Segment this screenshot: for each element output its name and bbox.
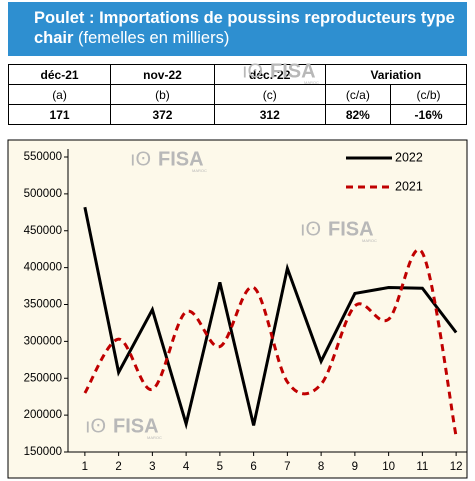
cell: nov-22 xyxy=(110,64,215,85)
x-tick-label: 8 xyxy=(318,461,324,473)
title: Poulet : Importations de poussins reprod… xyxy=(8,2,467,56)
watermark: FISA xyxy=(328,218,374,240)
cell: (c/a) xyxy=(324,84,392,105)
cell: 372 xyxy=(110,104,215,125)
y-tick-label: 200000 xyxy=(24,409,62,421)
x-tick-label: 3 xyxy=(149,461,155,473)
legend-label: 2022 xyxy=(395,150,423,164)
y-tick-label: 400000 xyxy=(24,262,62,274)
y-tick-label: 250000 xyxy=(24,372,62,384)
watermark-sub: MAROC xyxy=(147,435,162,440)
x-tick-label: 7 xyxy=(284,461,290,473)
y-tick-label: 500000 xyxy=(24,188,62,200)
cell: -16% xyxy=(390,104,467,125)
x-tick-label: 9 xyxy=(352,461,358,473)
watermark-sub: MAROC xyxy=(362,238,377,243)
y-tick-label: 550000 xyxy=(24,151,62,163)
summary-table: déc-21 nov-22 déc.-22 Variation (a) (b) (c) (c… xyxy=(7,64,468,125)
x-tick-label: 2 xyxy=(115,461,121,473)
y-tick-label: 350000 xyxy=(24,299,62,311)
y-tick-label: 450000 xyxy=(24,225,62,237)
title-rest: (femelles en milliers) xyxy=(78,29,230,47)
x-tick-label: 12 xyxy=(450,461,463,473)
y-tick-label: 150000 xyxy=(24,446,62,458)
watermark: FISA xyxy=(158,148,204,170)
cell: déc-21 xyxy=(7,64,112,85)
x-tick-label: 6 xyxy=(250,461,256,473)
x-tick-label: 4 xyxy=(183,461,190,473)
cell: déc.-22 xyxy=(213,64,326,85)
x-tick-label: 5 xyxy=(217,461,223,473)
cell: 82% xyxy=(324,104,392,125)
watermark-logo: ıʘ xyxy=(85,415,106,437)
title-bold: Poulet : Importations de poussins reprod… xyxy=(34,9,455,47)
cell: (c) xyxy=(213,84,326,105)
chart-frame xyxy=(7,139,468,479)
cell: 312 xyxy=(213,104,326,125)
series-line xyxy=(83,248,458,437)
cell: (a) xyxy=(7,84,112,105)
series-line xyxy=(83,206,458,430)
watermark: FISA xyxy=(113,415,159,437)
x-tick-label: 1 xyxy=(82,461,88,473)
cell: (b) xyxy=(110,84,215,105)
x-tick-label: 10 xyxy=(382,461,395,473)
cell: Variation xyxy=(324,64,468,85)
cell: (c/b) xyxy=(390,84,467,105)
cell: 171 xyxy=(7,104,112,125)
legend-label: 2021 xyxy=(395,179,423,193)
y-tick-label: 300000 xyxy=(24,335,62,347)
x-tick-label: 11 xyxy=(416,461,428,473)
watermark-sub: MAROC xyxy=(192,168,207,173)
watermark-logo: ıʘ xyxy=(130,148,151,170)
watermark-logo: ıʘ xyxy=(300,218,321,240)
